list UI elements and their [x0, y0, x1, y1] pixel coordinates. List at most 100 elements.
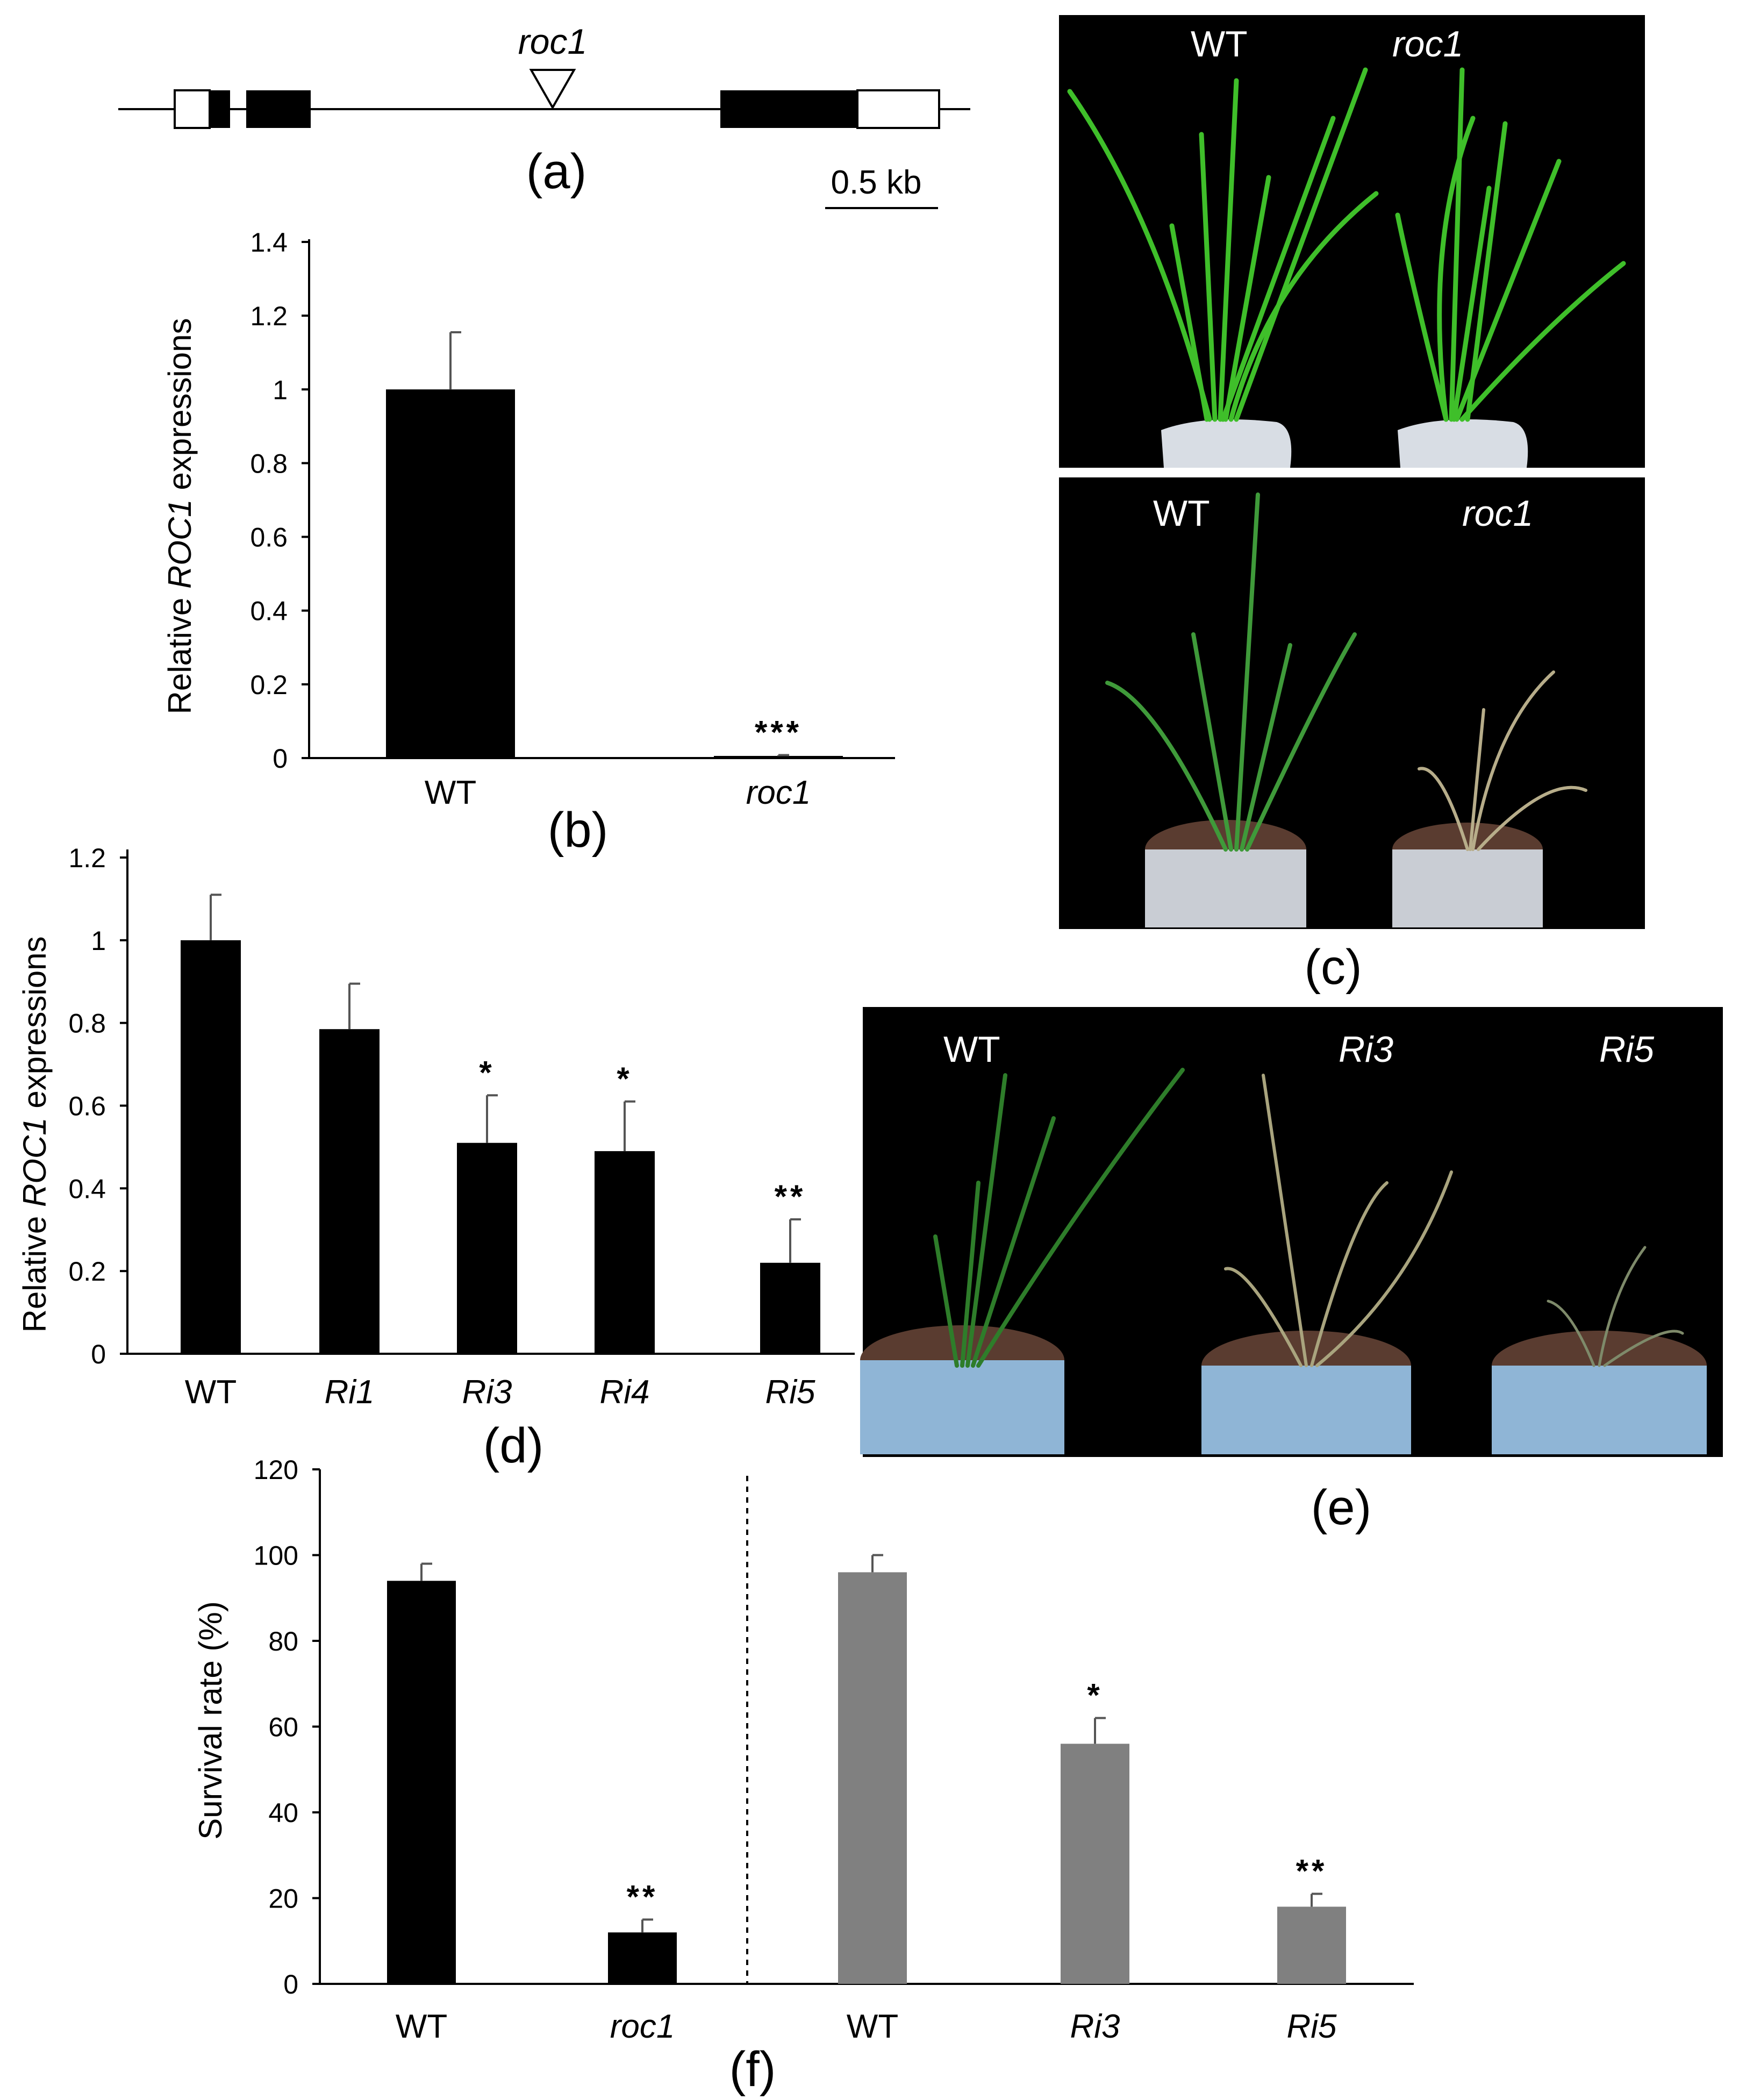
bar-ri5 — [760, 1262, 820, 1354]
category-label-roc1: roc1 — [610, 2008, 675, 2045]
bar-wt — [387, 1581, 456, 1984]
y-tick-label: 0.8 — [250, 448, 288, 478]
photo-label-ri5: Ri5 — [1599, 1029, 1654, 1070]
y-tick-label: 60 — [268, 1712, 298, 1742]
panel-letter-c: (c) — [1304, 940, 1362, 995]
exon-2-box — [246, 90, 311, 128]
pot-ri5-body — [1492, 1366, 1707, 1454]
photo-panel-c-bottom: WT roc1 — [1059, 477, 1645, 929]
chart-b: Relative ROC1 expressions (b) 0 0.2 0.4 0.6… — [162, 227, 895, 858]
photo-panel-e: WT Ri3 Ri5 — [860, 1007, 1723, 1457]
photo-label-ri3: Ri3 — [1339, 1029, 1393, 1070]
bar-ri5 — [1277, 1906, 1346, 1984]
exon-1-box — [210, 90, 230, 128]
category-label-ri3: Ri3 — [1070, 2008, 1120, 2045]
y-tick-label: 0.6 — [68, 1091, 106, 1122]
y-tick-label: 1.2 — [68, 843, 106, 873]
y-axis-title-suffix: expressions — [17, 937, 53, 1118]
roc1-drought-leaves — [1418, 670, 1587, 851]
y-tick-label: 0 — [273, 744, 288, 774]
category-label-ri3: Ri3 — [462, 1374, 512, 1411]
photo-background — [1059, 15, 1645, 468]
ri3-leaves — [1224, 1074, 1453, 1367]
photo-label-wt: WT — [1153, 493, 1210, 534]
bar-ri4 — [595, 1151, 655, 1354]
ri5-leaves — [1547, 1246, 1684, 1367]
svg-text:Relative ROC1 expressions: Relative ROC1 expressions — [17, 937, 53, 1333]
y-tick-label: 0.2 — [250, 670, 288, 700]
y-tick-label: 1.4 — [250, 227, 288, 258]
photo-label-roc1: roc1 — [1462, 493, 1533, 534]
significance-mark: ** — [775, 1178, 806, 1215]
y-tick-label: 0 — [91, 1339, 106, 1369]
y-tick-label: 0.4 — [68, 1174, 106, 1204]
panel-letter-e: (e) — [1311, 1480, 1371, 1535]
bar-wt — [181, 940, 241, 1354]
y-axis-title-prefix: Relative — [17, 1207, 53, 1332]
significance-mark: ** — [1296, 1853, 1328, 1889]
pot-wt-body — [860, 1360, 1064, 1454]
bar-roc1 — [608, 1932, 677, 1984]
y-tick-label: 1 — [91, 926, 106, 956]
significance-mark: ** — [627, 1878, 659, 1915]
y-axis-title: Survival rate (%) — [192, 1601, 228, 1839]
chart-d: Relative ROC1 expressions (d) 0 0.2 0.4 0.6… — [17, 843, 855, 1473]
bar-ri3 — [457, 1142, 517, 1354]
category-label-ri5: Ri5 — [1286, 2008, 1337, 2045]
utr-3-box — [856, 89, 940, 129]
significance-mark: *** — [755, 715, 802, 751]
y-tick-label: 40 — [268, 1798, 298, 1828]
y-tick-label: 0.2 — [68, 1256, 106, 1287]
category-label-wt: WT — [847, 2008, 898, 2045]
category-label-wt: WT — [425, 774, 476, 811]
bar-ri1 — [319, 1029, 380, 1354]
significance-mark: * — [617, 1061, 632, 1097]
roc1-leaves — [1395, 67, 1626, 422]
panel-letter-f: (f) — [729, 2042, 776, 2097]
y-axis-title: Relative ROC1 expressions — [162, 318, 198, 715]
exon-3-box — [720, 90, 857, 128]
chart-f: Survival rate (%) (f) 0 20 40 60 80 100 120 WT *… — [192, 1455, 1414, 2097]
y-tick-label: 0 — [283, 1969, 298, 1999]
photo-label-roc1: roc1 — [1392, 24, 1463, 65]
utr-5-box — [174, 89, 211, 129]
wt-leaves — [1067, 67, 1379, 422]
bar-ri3 — [1061, 1744, 1129, 1984]
photo-label-wt: WT — [943, 1029, 1000, 1070]
pot-roc1-body — [1392, 849, 1543, 927]
y-tick-label: 1.2 — [250, 301, 288, 331]
scale-bar-label: 0.5 kb — [831, 164, 922, 201]
category-label-ri5: Ri5 — [765, 1374, 815, 1411]
pot-wt — [1161, 419, 1292, 468]
y-tick-label: 20 — [268, 1884, 298, 1914]
category-label-wt: WT — [185, 1374, 237, 1411]
y-axis-title-suffix: expressions — [162, 318, 198, 499]
category-label-wt: WT — [396, 2008, 447, 2045]
panel-letter-a: (a) — [526, 144, 586, 199]
y-tick-label: 80 — [268, 1626, 298, 1656]
pot-wt-body — [1145, 849, 1306, 927]
y-tick-label: 0.4 — [250, 596, 288, 626]
y-axis-title-prefix: Relative — [162, 589, 198, 714]
wt-drought-leaves — [1105, 492, 1357, 852]
significance-mark: * — [1087, 1677, 1103, 1713]
photo-label-wt: WT — [1191, 24, 1248, 65]
category-label-roc1: roc1 — [746, 774, 811, 811]
bar-wt — [386, 389, 515, 758]
bar-wt — [838, 1572, 907, 1984]
y-tick-label: 100 — [254, 1541, 298, 1571]
y-tick-label: 0.8 — [68, 1009, 106, 1039]
pot-roc1 — [1398, 419, 1528, 468]
insertion-triangle-icon — [529, 69, 576, 110]
y-tick-label: 120 — [254, 1455, 298, 1485]
bar-roc1 — [714, 756, 843, 758]
y-tick-label: 1 — [273, 375, 288, 405]
y-axis-title-gene: ROC1 — [17, 1117, 53, 1207]
y-tick-label: 0.6 — [250, 523, 288, 553]
pot-ri3-body — [1201, 1366, 1411, 1454]
significance-mark: * — [479, 1054, 495, 1090]
category-label-ri4: Ri4 — [599, 1374, 649, 1411]
svg-text:Relative ROC1 expressions: Relative ROC1 expressions — [162, 318, 198, 715]
y-axis-title-gene: ROC1 — [162, 499, 198, 589]
